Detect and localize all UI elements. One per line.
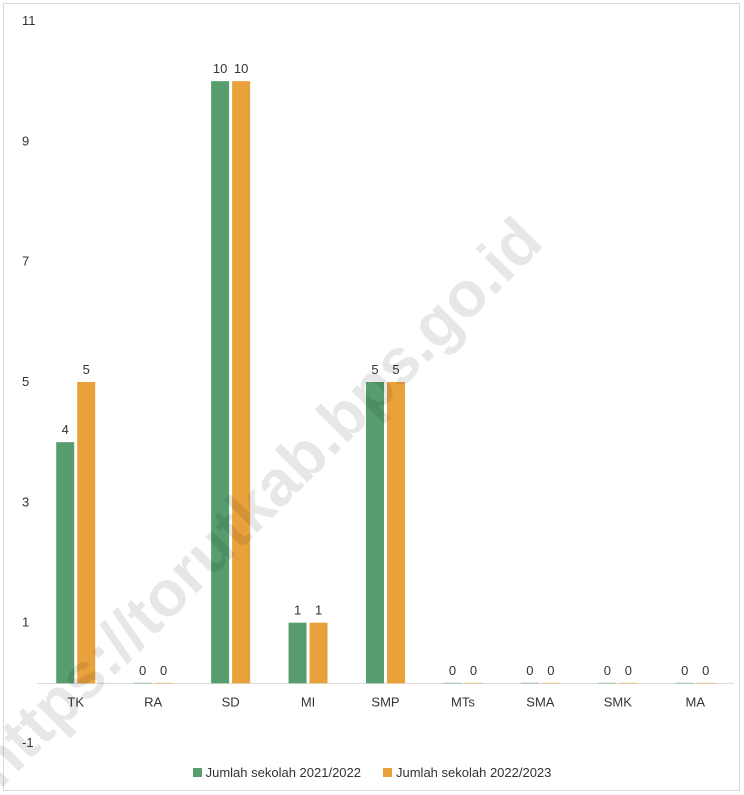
y-tick-label: -1 [22,735,34,750]
data-label: 0 [449,663,456,678]
data-label: 0 [681,663,688,678]
bar-ma-series-1 [675,682,694,684]
data-label: 0 [625,663,632,678]
bar-ra-series-2 [154,682,173,684]
bar-sma-series-1 [520,682,539,684]
bar-sma-series-2 [541,682,560,684]
data-label: 5 [83,362,90,377]
bar-ra-series-1 [133,682,152,684]
legend-label-series-1: Jumlah sekolah 2021/2022 [205,765,361,780]
bar-sd-series-1 [211,81,230,684]
bar-tk-series-2 [77,382,96,684]
legend-swatch-series-2 [383,768,392,777]
bar-mts-series-2 [464,682,483,684]
legend: Jumlah sekolah 2021/2022 Jumlah sekolah … [0,765,744,780]
data-label: 0 [702,663,709,678]
bar-smk-series-2 [619,682,638,684]
legend-swatch-series-1 [192,768,202,777]
bar-smk-series-1 [598,682,617,684]
legend-label-series-2: Jumlah sekolah 2022/2023 [396,765,552,780]
x-tick-label: TK [67,694,84,709]
chart-frame [3,3,740,791]
x-tick-label: SMP [371,694,399,709]
bar-mi-series-2 [309,622,328,684]
x-tick-label: MA [686,694,706,709]
bar-tk-series-1 [56,442,75,684]
data-label: 0 [547,663,554,678]
data-label: 4 [62,422,69,437]
data-label: 0 [160,663,167,678]
y-tick-label: 9 [22,133,29,148]
data-label: 5 [371,362,378,377]
y-tick-label: 11 [22,13,36,28]
y-tick-label: 1 [22,615,29,630]
data-label: 1 [294,603,301,618]
data-label: 1 [315,603,322,618]
x-tick-label: MTs [451,694,475,709]
x-tick-label: SMA [526,694,555,709]
y-tick-label: 3 [22,494,29,509]
bar-smp-series-2 [387,382,405,684]
x-tick-label: SMK [604,694,633,709]
data-label: 0 [526,663,533,678]
legend-item-series-2: Jumlah sekolah 2022/2023 [383,765,551,780]
x-tick-label: RA [144,694,162,709]
legend-item-series-1: Jumlah sekolah 2021/2022 [192,765,361,780]
y-tick-label: 7 [22,254,29,269]
data-label: 0 [604,663,611,678]
x-tick-label: MI [301,694,315,709]
bar-mi-series-1 [288,622,307,684]
bar-sd-series-2 [232,81,251,684]
bar-mts-series-1 [443,682,462,684]
bar-smp-series-1 [366,382,384,684]
bar-ma-series-2 [696,682,715,684]
y-tick-label: 5 [22,374,29,389]
data-label: 10 [234,61,248,76]
x-tick-label: SD [222,694,240,709]
data-label: 0 [139,663,146,678]
data-label: 5 [392,362,399,377]
data-label: 10 [213,61,227,76]
data-label: 0 [470,663,477,678]
